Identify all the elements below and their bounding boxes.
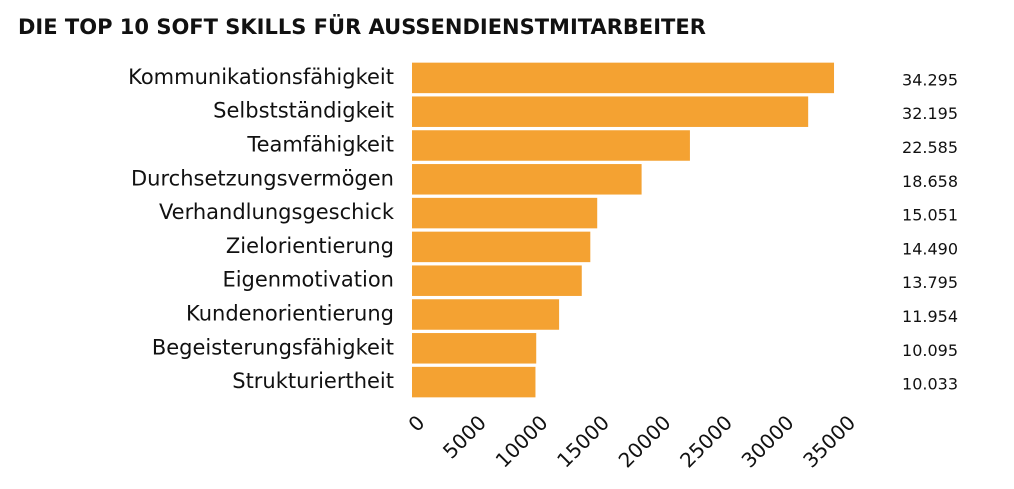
value-label: 32.195 xyxy=(902,104,958,123)
category-label: Kommunikationsfähigkeit xyxy=(128,65,394,89)
value-label: 34.295 xyxy=(902,70,958,89)
bar xyxy=(412,333,537,364)
category-label: Begeisterungsfähigkeit xyxy=(152,335,394,359)
bar xyxy=(412,231,591,263)
value-label: 10.095 xyxy=(902,341,958,360)
x-tick-label: 20000 xyxy=(614,410,676,472)
bar xyxy=(412,197,598,229)
x-tick-label: 0 xyxy=(403,410,429,436)
category-label: Selbstständigkeit xyxy=(213,99,394,123)
bar xyxy=(412,265,582,296)
x-tick-label: 10000 xyxy=(491,410,553,472)
chart-title: DIE TOP 10 SOFT SKILLS FÜR AUSSENDIENSTM… xyxy=(18,14,706,39)
value-label: 18.658 xyxy=(902,172,958,191)
bar xyxy=(412,366,536,398)
category-label: Durchsetzungsvermögen xyxy=(131,166,394,190)
bar xyxy=(412,62,835,94)
value-label: 22.585 xyxy=(902,138,958,157)
x-tick-label: 35000 xyxy=(798,410,860,472)
x-tick-label: 30000 xyxy=(737,410,799,472)
value-label: 10.033 xyxy=(902,375,958,394)
category-label: Eigenmotivation xyxy=(222,268,394,292)
value-label: 13.795 xyxy=(902,273,958,292)
category-label: Zielorientierung xyxy=(226,234,394,258)
category-label: Teamfähigkeit xyxy=(246,133,394,157)
category-label: Kundenorientierung xyxy=(186,302,394,326)
bar xyxy=(412,96,809,127)
x-tick-label: 15000 xyxy=(552,410,614,472)
bar xyxy=(412,299,560,330)
bar xyxy=(412,164,642,195)
value-label: 11.954 xyxy=(902,307,958,326)
category-label: Verhandlungsgeschick xyxy=(159,200,395,224)
category-label: Strukturiertheit xyxy=(232,369,394,393)
bar xyxy=(412,130,690,161)
value-label: 14.490 xyxy=(902,239,958,258)
x-tick-label: 5000 xyxy=(438,410,491,463)
value-label: 15.051 xyxy=(902,206,958,225)
x-tick-label: 25000 xyxy=(675,410,737,472)
